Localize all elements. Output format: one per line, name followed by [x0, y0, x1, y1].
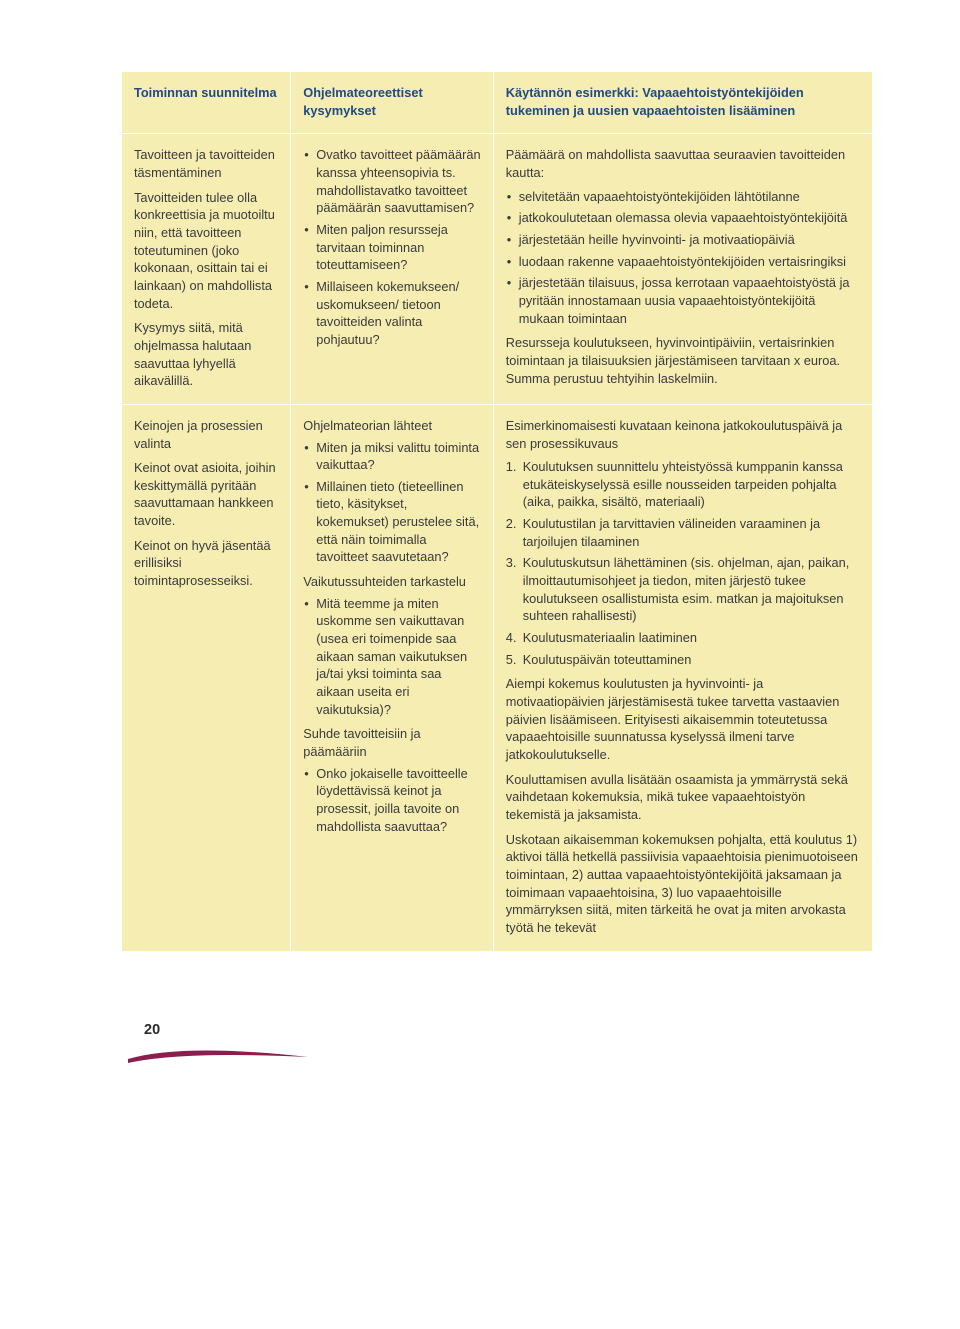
list-item: järjestetään heille hyvinvointi- ja moti…	[506, 231, 860, 249]
page-footer: 20	[122, 1021, 872, 1059]
table-row: Tavoitteen ja tavoitteiden täsmentäminen…	[122, 134, 872, 405]
list-item: Onko jokaiselle tavoitteelle löydettävis…	[303, 765, 481, 836]
cell-paragraph: Tavoitteen ja tavoitteiden täsmentäminen	[134, 146, 278, 181]
list-item: Koulutuskutsun lähettäminen (sis. ohjelm…	[506, 554, 860, 625]
cell-paragraph: Uskotaan aikaisemman kokemuksen pohjalta…	[506, 831, 860, 937]
row2-col3: Esimerkinomaisesti kuvataan keinona jatk…	[493, 404, 872, 950]
bullet-list: Ovatko tavoitteet päämäärän kanssa yhtee…	[303, 146, 481, 348]
bullet-list: Miten ja miksi valittu toiminta vaikutta…	[303, 439, 481, 567]
cell-subhead: Ohjelmateorian lähteet	[303, 417, 481, 435]
list-item: Koulutuspäivän toteuttaminen	[506, 651, 860, 669]
list-item: Ovatko tavoitteet päämäärän kanssa yhtee…	[303, 146, 481, 217]
list-item: Koulutusmateriaalin laatiminen	[506, 629, 860, 647]
cell-paragraph: Kysymys siitä, mitä ohjelmassa halutaan …	[134, 319, 278, 390]
header-col3: Käytännön esimerkki: Vapaaehtoistyönteki…	[493, 72, 872, 134]
cell-paragraph: Kouluttamisen avulla lisätään osaamista …	[506, 771, 860, 824]
cell-subhead: Vaikutussuhteiden tarkastelu	[303, 573, 481, 591]
list-item: Koulutuksen suunnittelu yhteistyössä kum…	[506, 458, 860, 511]
planning-table: Toiminnan suunnitelma Ohjelmateoreettise…	[122, 72, 872, 951]
cell-paragraph: Keinojen ja prosessien valinta	[134, 417, 278, 452]
table-header-row: Toiminnan suunnitelma Ohjelmateoreettise…	[122, 72, 872, 134]
cell-paragraph: Keinot ovat asioita, joihin keskittymäll…	[134, 459, 278, 530]
cell-paragraph: Tavoitteiden tulee olla konkreettisia ja…	[134, 189, 278, 313]
list-item: selvitetään vapaaehtoistyöntekijöiden lä…	[506, 188, 860, 206]
list-item: Mitä teemme ja miten uskomme sen vaikutt…	[303, 595, 481, 719]
numbered-list: Koulutuksen suunnittelu yhteistyössä kum…	[506, 458, 860, 668]
cell-paragraph: Keinot on hyvä jäsentää erillisiksi toim…	[134, 537, 278, 590]
page-number: 20	[144, 1022, 160, 1038]
bullet-list: Onko jokaiselle tavoitteelle löydettävis…	[303, 765, 481, 836]
row2-col1: Keinojen ja prosessien valinta Keinot ov…	[122, 404, 291, 950]
header-col1: Toiminnan suunnitelma	[122, 72, 291, 134]
list-item: Koulutustilan ja tarvittavien välineiden…	[506, 515, 860, 550]
cell-lead: Esimerkinomaisesti kuvataan keinona jatk…	[506, 417, 860, 452]
cell-subhead: Suhde tavoitteisiin ja päämääriin	[303, 725, 481, 760]
header-col2: Ohjelmateoreettiset kysymykset	[291, 72, 494, 134]
row1-col3: Päämäärä on mahdollista saavuttaa seuraa…	[493, 134, 872, 405]
row1-col2: Ovatko tavoitteet päämäärän kanssa yhtee…	[291, 134, 494, 405]
list-item: Millaiseen kokemukseen/ uskomukseen/ tie…	[303, 278, 481, 349]
cell-lead: Päämäärä on mahdollista saavuttaa seuraa…	[506, 146, 860, 181]
row2-col2: Ohjelmateorian lähteet Miten ja miksi va…	[291, 404, 494, 950]
row1-col1: Tavoitteen ja tavoitteiden täsmentäminen…	[122, 134, 291, 405]
list-item: Miten ja miksi valittu toiminta vaikutta…	[303, 439, 481, 474]
list-item: luodaan rakenne vapaaehtoistyöntekijöide…	[506, 253, 860, 271]
list-item: Millainen tieto (tieteellinen tieto, käs…	[303, 478, 481, 566]
list-item: järjestetään tilaisuus, jossa kerrotaan …	[506, 274, 860, 327]
list-item: jatkokoulutetaan olemassa olevia vapaaeh…	[506, 209, 860, 227]
cell-paragraph: Aiempi kokemus koulutusten ja hyvinvoint…	[506, 675, 860, 763]
table-row: Keinojen ja prosessien valinta Keinot ov…	[122, 404, 872, 950]
cell-paragraph: Resursseja koulutukseen, hyvinvointipäiv…	[506, 334, 860, 387]
footer-swoosh-icon	[128, 1039, 308, 1063]
bullet-list: Mitä teemme ja miten uskomme sen vaikutt…	[303, 595, 481, 719]
page: Toiminnan suunnitelma Ohjelmateoreettise…	[0, 0, 960, 1099]
bullet-list: selvitetään vapaaehtoistyöntekijöiden lä…	[506, 188, 860, 328]
list-item: Miten paljon resursseja tarvitaan toimin…	[303, 221, 481, 274]
